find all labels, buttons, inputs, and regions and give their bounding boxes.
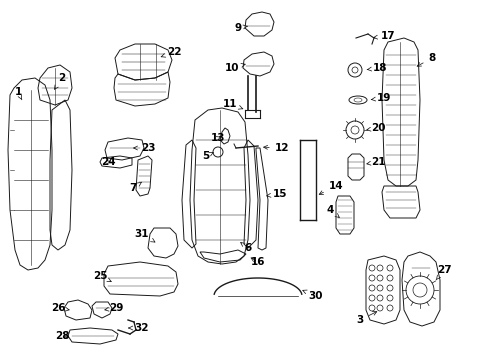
Text: 2: 2	[54, 73, 65, 89]
Text: 13: 13	[210, 133, 225, 143]
Text: 18: 18	[366, 63, 386, 73]
Text: 15: 15	[266, 189, 286, 199]
Text: 25: 25	[93, 271, 111, 282]
Text: 10: 10	[224, 63, 244, 73]
Text: 24: 24	[101, 157, 115, 167]
Text: 4: 4	[325, 205, 339, 217]
Text: 14: 14	[319, 181, 343, 194]
Text: 20: 20	[366, 123, 385, 133]
Text: 30: 30	[302, 290, 323, 301]
Text: 23: 23	[133, 143, 155, 153]
Text: 28: 28	[55, 331, 69, 341]
Text: 8: 8	[416, 53, 435, 66]
Text: 17: 17	[373, 31, 394, 41]
Text: 9: 9	[234, 23, 247, 33]
Text: 29: 29	[104, 303, 123, 313]
Text: 11: 11	[223, 99, 243, 109]
Text: 32: 32	[128, 323, 149, 333]
Text: 3: 3	[356, 312, 376, 325]
Text: 26: 26	[51, 303, 69, 313]
Text: 5: 5	[202, 151, 213, 161]
Text: 22: 22	[161, 47, 181, 57]
Text: 7: 7	[129, 182, 142, 193]
Text: 27: 27	[435, 265, 450, 280]
Text: 16: 16	[250, 257, 264, 267]
Text: 19: 19	[370, 93, 390, 103]
Text: 31: 31	[135, 229, 155, 242]
Text: 6: 6	[240, 243, 251, 253]
Text: 12: 12	[263, 143, 289, 153]
Text: 1: 1	[14, 87, 22, 100]
Text: 21: 21	[366, 157, 385, 167]
